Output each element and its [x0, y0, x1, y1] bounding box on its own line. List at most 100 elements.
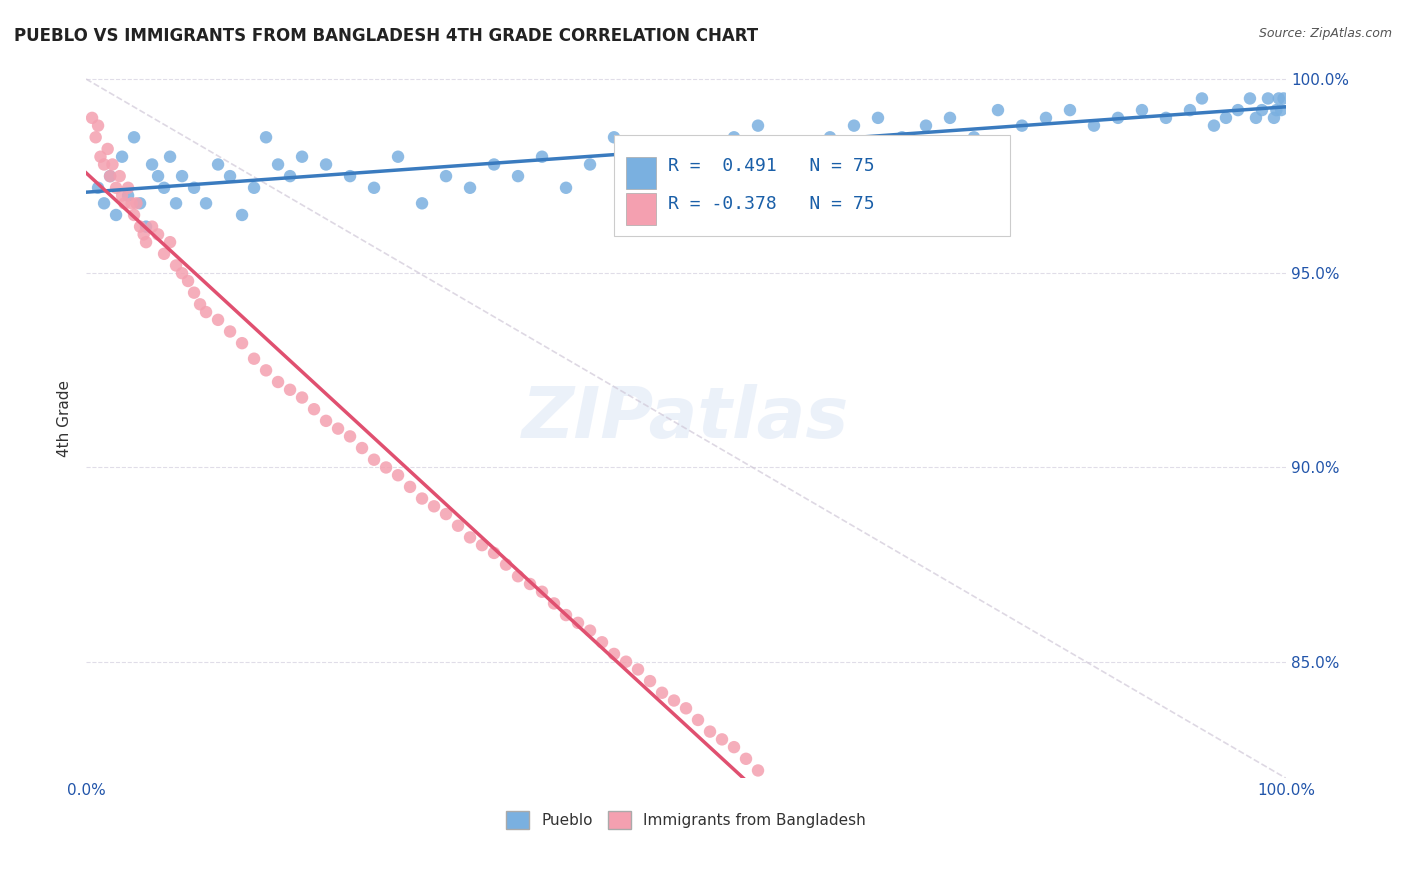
Point	[735, 752, 758, 766]
Point	[891, 130, 914, 145]
Point	[111, 150, 134, 164]
Point	[243, 181, 266, 195]
Point	[339, 169, 361, 183]
Point	[231, 208, 253, 222]
Point	[1251, 103, 1274, 117]
Point	[125, 196, 148, 211]
Point	[93, 157, 115, 171]
Point	[339, 429, 361, 443]
Point	[121, 196, 143, 211]
Point	[603, 647, 626, 661]
Point	[315, 414, 337, 428]
Point	[699, 150, 721, 164]
Point	[80, 111, 103, 125]
Point	[1178, 103, 1201, 117]
Point	[411, 196, 433, 211]
Point	[866, 111, 889, 125]
Point	[153, 181, 176, 195]
Point	[291, 150, 314, 164]
Point	[267, 157, 290, 171]
Point	[1257, 91, 1279, 105]
Text: R = -0.378   N = 75: R = -0.378 N = 75	[668, 194, 875, 212]
Point	[278, 169, 301, 183]
Point	[567, 615, 589, 630]
Point	[122, 130, 145, 145]
Point	[1263, 111, 1285, 125]
Point	[711, 732, 734, 747]
Point	[291, 391, 314, 405]
Point	[108, 169, 131, 183]
Point	[399, 480, 422, 494]
Point	[675, 181, 697, 195]
Point	[375, 460, 398, 475]
Point	[1268, 91, 1291, 105]
Point	[447, 518, 470, 533]
Point	[458, 530, 481, 544]
Point	[1059, 103, 1081, 117]
Point	[129, 196, 152, 211]
Point	[207, 157, 229, 171]
Point	[302, 402, 325, 417]
Point	[818, 130, 841, 145]
Point	[159, 150, 181, 164]
Point	[105, 208, 128, 222]
Text: Source: ZipAtlas.com: Source: ZipAtlas.com	[1258, 27, 1392, 40]
Point	[195, 305, 218, 319]
Point	[1270, 103, 1292, 117]
Point	[141, 157, 163, 171]
Point	[93, 196, 115, 211]
Point	[1130, 103, 1153, 117]
Point	[326, 422, 349, 436]
Point	[89, 150, 111, 164]
Point	[963, 130, 986, 145]
Point	[207, 313, 229, 327]
Point	[117, 181, 139, 195]
Y-axis label: 4th Grade: 4th Grade	[58, 380, 72, 458]
Point	[482, 546, 505, 560]
Point	[434, 507, 457, 521]
Point	[614, 655, 637, 669]
Point	[555, 181, 578, 195]
Point	[423, 500, 446, 514]
Point	[231, 336, 253, 351]
Point	[135, 235, 157, 249]
Point	[122, 208, 145, 222]
Point	[188, 297, 211, 311]
Point	[135, 219, 157, 234]
Point	[686, 713, 709, 727]
Point	[555, 608, 578, 623]
Point	[114, 196, 136, 211]
Point	[170, 266, 193, 280]
Point	[1035, 111, 1057, 125]
Point	[98, 169, 121, 183]
Point	[651, 157, 673, 171]
Point	[987, 103, 1010, 117]
Point	[482, 157, 505, 171]
Point	[723, 740, 745, 755]
Point	[87, 181, 110, 195]
Point	[794, 142, 817, 156]
Point	[603, 130, 626, 145]
Point	[543, 596, 565, 610]
Point	[159, 235, 181, 249]
Point	[1244, 111, 1267, 125]
Point	[267, 375, 290, 389]
Point	[1154, 111, 1177, 125]
Point	[506, 169, 529, 183]
Point	[146, 227, 169, 242]
Point	[675, 701, 697, 715]
Point	[579, 157, 602, 171]
Point	[111, 188, 134, 202]
Point	[627, 169, 650, 183]
Point	[387, 468, 409, 483]
Point	[387, 150, 409, 164]
Point	[278, 383, 301, 397]
Point	[434, 169, 457, 183]
Point	[315, 157, 337, 171]
Point	[1107, 111, 1129, 125]
Point	[117, 188, 139, 202]
Point	[411, 491, 433, 506]
Point	[97, 142, 120, 156]
Point	[699, 724, 721, 739]
Point	[495, 558, 517, 572]
